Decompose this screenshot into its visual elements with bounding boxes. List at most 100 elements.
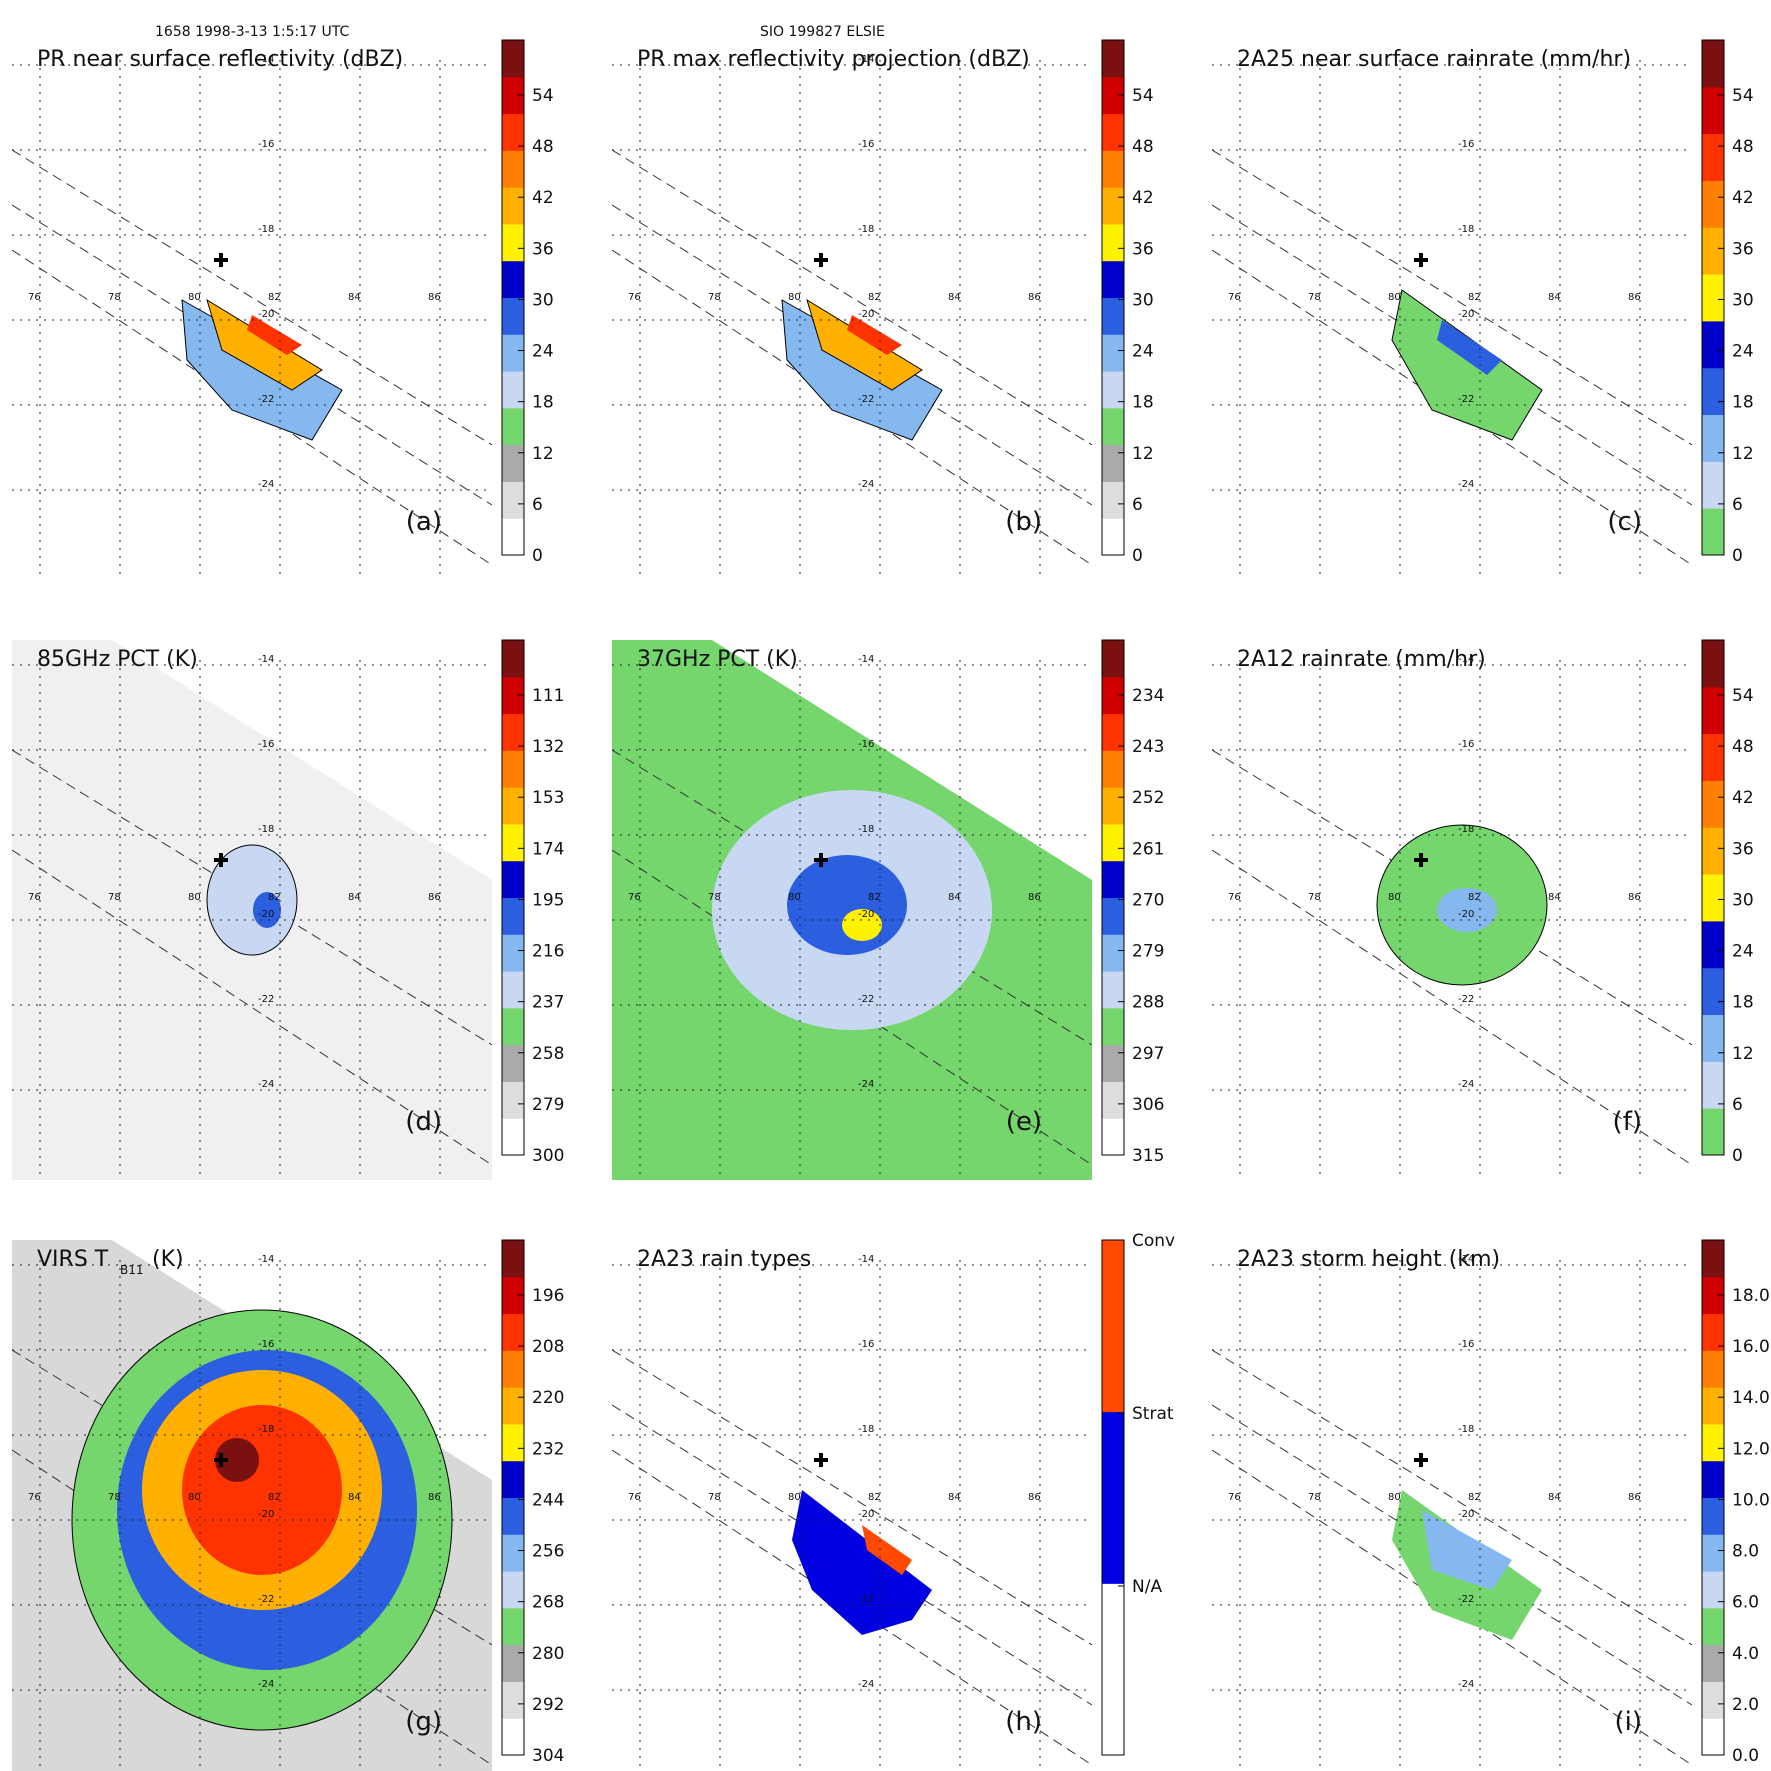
colorbar-label: 292	[532, 1695, 564, 1715]
colorbar-segment	[502, 1240, 524, 1278]
colorbar-segment	[1102, 260, 1124, 298]
lat-label: -20	[258, 1509, 274, 1520]
colorbar-segment	[1702, 86, 1724, 135]
colorbar-label: 48	[532, 137, 554, 157]
lon-label: 76	[28, 892, 41, 903]
pr-swath-echo	[181, 298, 343, 441]
lat-label: -14	[258, 54, 274, 65]
lat-label: -22	[258, 394, 274, 405]
lon-label: 84	[948, 292, 961, 303]
lat-label: -22	[1458, 1594, 1474, 1605]
colorbar-segment	[502, 934, 524, 972]
storm-center-marker	[814, 1453, 828, 1467]
lat-label: -22	[858, 994, 874, 1005]
colorbar-segment	[1102, 1007, 1124, 1046]
colorbar-label: 237	[532, 993, 564, 1013]
colorbar-segment	[502, 223, 524, 262]
colorbar-label: 42	[532, 188, 554, 208]
lat-label: -16	[1458, 739, 1474, 750]
colorbar-label: 42	[1732, 188, 1754, 208]
lat-label: -14	[1458, 654, 1474, 665]
colorbar-label: 0	[532, 546, 543, 566]
lon-label: 84	[948, 892, 961, 903]
lon-label: 86	[1628, 292, 1641, 303]
colorbar-frame	[1101, 639, 1125, 1156]
colorbar-label: 279	[1132, 942, 1164, 962]
colorbar-segment	[502, 518, 524, 556]
lon-label: 84	[1548, 292, 1561, 303]
panel-label: (c)	[1607, 507, 1642, 537]
pct37-mid	[787, 855, 907, 955]
colorbar-segment	[1102, 1118, 1124, 1156]
lon-label: 76	[1228, 892, 1241, 903]
panel-f: 76 78 80 82 84 86 -14 -16 -18 -20 -22 -24 2A12 rainr…	[1212, 639, 1754, 1180]
colorbar-segment	[1702, 1423, 1724, 1462]
colorbar-segment	[1102, 297, 1124, 335]
colorbar-segment	[1102, 113, 1124, 151]
lat-label: -20	[858, 1509, 874, 1520]
colorbar-segment	[1702, 274, 1724, 322]
map-grid	[612, 660, 1092, 1180]
lon-label: 78	[1308, 892, 1321, 903]
colorbar: 54 48 42 36 30 24 18 12 6 0	[1701, 639, 1754, 1166]
colorbar-label: 300	[532, 1146, 564, 1166]
lat-label: -22	[1458, 994, 1474, 1005]
map-area	[612, 640, 1093, 1180]
colorbar-segment	[502, 371, 524, 409]
colorbar-segment	[1702, 733, 1724, 781]
colorbar-segment	[1102, 444, 1124, 482]
colorbar-label: 196	[532, 1286, 564, 1306]
lon-label: 82	[868, 1492, 881, 1503]
colorbar-segment	[1702, 1313, 1724, 1351]
lat-label: -24	[1458, 1079, 1474, 1090]
lat-label: -24	[858, 1679, 874, 1690]
colorbar-frame	[501, 1239, 525, 1756]
colorbar-label: 279	[532, 1095, 564, 1115]
colorbar-label: Conv	[1132, 1231, 1175, 1251]
colorbar-label: 12	[1732, 1044, 1754, 1064]
colorbar-segment	[502, 713, 524, 751]
swath-edge-line	[1212, 149, 1693, 446]
lon-label: 82	[1468, 292, 1481, 303]
lon-label: 80	[788, 1492, 801, 1503]
colorbar-segment	[1102, 150, 1124, 188]
lon-label: 76	[28, 292, 41, 303]
colorbar-label: 54	[532, 86, 554, 106]
panel-title: 37GHz PCT (K)	[637, 647, 798, 672]
panel-i: 76 78 80 82 84 86 -14 -16 -18 -20 -22 -24 2A23 storm…	[1212, 1239, 1770, 1771]
lon-label: 80	[1388, 1492, 1401, 1503]
panel-title: 85GHz PCT (K)	[37, 647, 198, 672]
colorbar-label: 6.0	[1732, 1593, 1759, 1613]
colorbar-segment	[1102, 934, 1124, 972]
colorbar-segment	[1702, 967, 1724, 1016]
lat-label: -16	[858, 1339, 874, 1350]
colorbar-label: 288	[1132, 993, 1164, 1013]
lon-label: 80	[788, 892, 801, 903]
echo-strong	[847, 315, 902, 355]
lat-label: -18	[858, 224, 874, 235]
map-area	[12, 640, 493, 1180]
colorbar-segment	[1102, 223, 1124, 262]
swath-edge-line	[1212, 204, 1693, 506]
pr-swath-echo	[1391, 289, 1543, 441]
storm-center-marker	[814, 853, 828, 867]
colorbar-label: 16.0	[1732, 1337, 1770, 1357]
map-area	[1212, 149, 1693, 566]
colorbar-label: 111	[532, 686, 564, 706]
storm-center-marker	[214, 853, 228, 867]
cold-pct-core	[253, 892, 281, 928]
header-left: 1658 1998-3-13 1:5:17 UTC	[155, 24, 349, 40]
lon-label: 78	[108, 892, 121, 903]
colorbar-label: 261	[1132, 839, 1164, 859]
colorbar-segment	[1702, 133, 1724, 181]
colorbar-label: 132	[532, 737, 564, 757]
panel-d: 76 78 80 82 84 86 -14 -16 -18 -20 -22 -24 85GHz PCT …	[12, 639, 564, 1180]
colorbar-label: 48	[1132, 137, 1154, 157]
pct37-core	[842, 909, 882, 941]
lat-label: -22	[258, 994, 274, 1005]
colorbar-segment	[1102, 860, 1124, 898]
lon-label: 86	[1628, 892, 1641, 903]
lon-label: 76	[28, 1492, 41, 1503]
